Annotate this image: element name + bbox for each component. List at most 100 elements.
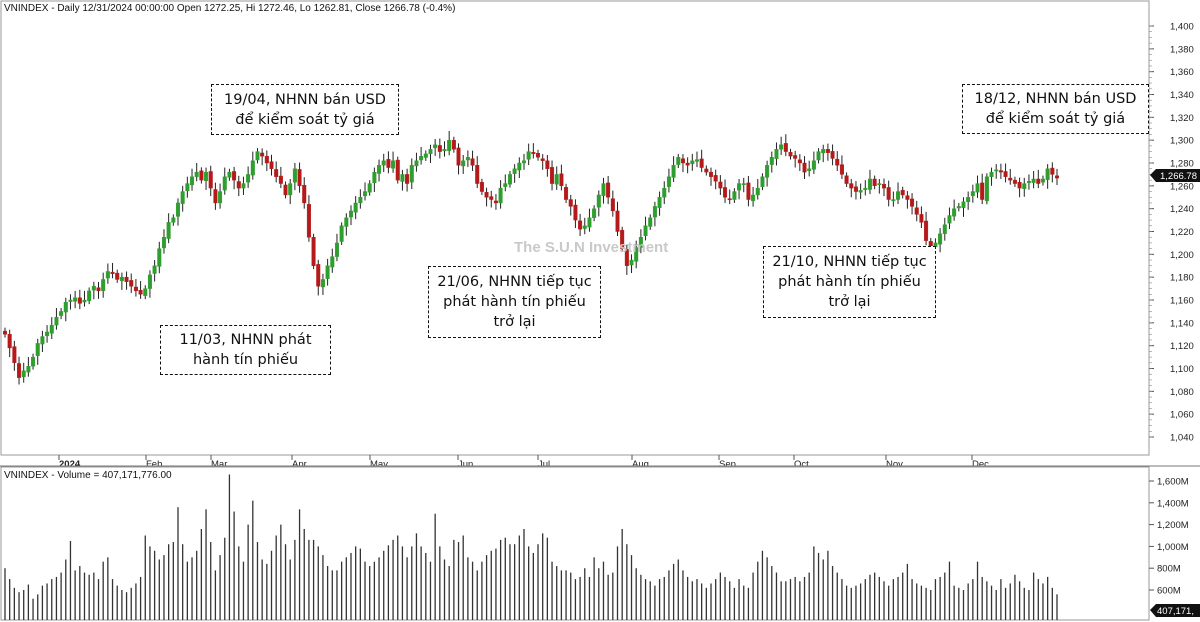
candle-body: [568, 199, 573, 207]
candle-body: [629, 259, 634, 266]
candle-body: [377, 165, 382, 174]
candle-body: [783, 143, 788, 152]
candle-body: [545, 160, 550, 169]
candles-group: [3, 131, 1059, 385]
candle-body: [994, 169, 999, 172]
price-tick-label: 1,220: [1170, 227, 1194, 238]
candle-body: [975, 183, 980, 193]
price-tick-label: 1,080: [1170, 387, 1194, 398]
candle-body: [194, 171, 199, 177]
candle-body: [713, 175, 718, 182]
candle-body: [550, 167, 555, 184]
price-tick-label: 1,180: [1170, 273, 1194, 284]
candle-body: [578, 220, 583, 230]
candle-body: [961, 201, 966, 208]
candle-body: [334, 242, 339, 257]
candle-body: [694, 159, 699, 162]
candle-body: [157, 248, 162, 267]
price-tick-label: 1,280: [1170, 159, 1194, 170]
candle-body: [769, 157, 774, 165]
candle-body: [297, 169, 302, 187]
candle-body: [26, 366, 31, 373]
candle-body: [877, 183, 882, 185]
candle-body: [746, 182, 751, 200]
candle-body: [274, 169, 279, 177]
candle-body: [807, 168, 812, 171]
candle-body: [517, 162, 522, 171]
price-tick-label: 1,300: [1170, 136, 1194, 147]
candle-body: [867, 178, 872, 190]
candle-body: [419, 155, 424, 161]
volume-axis: 600M 800M 1,000M 1,200M 1,400M 1,600M: [1149, 477, 1189, 597]
last-volume-badge: 407,171,: [1150, 604, 1200, 617]
time-tick-label: Dec: [972, 459, 989, 470]
time-tick-label: Oct: [794, 459, 809, 470]
volume-tick-label: 1,400M: [1157, 498, 1189, 509]
candle-body: [924, 220, 929, 241]
candle-body: [596, 194, 601, 208]
candle-body: [648, 217, 653, 227]
candle-body: [751, 194, 756, 202]
candle-body: [152, 265, 157, 274]
candle-body: [73, 297, 78, 302]
price-tick-label: 1,040: [1170, 433, 1194, 444]
candle-body: [339, 225, 344, 242]
candle-body: [320, 279, 325, 288]
candle-body: [166, 222, 171, 239]
candle-body: [1031, 178, 1036, 183]
price-tick-label: 1,340: [1170, 90, 1194, 101]
time-tick-label: Jun: [458, 459, 473, 470]
price-tick-label: 1,200: [1170, 250, 1194, 261]
candle-body: [227, 171, 232, 178]
candle-body: [723, 187, 728, 198]
candle-body: [942, 224, 947, 234]
volume-tick-label: 1,600M: [1157, 477, 1189, 488]
candle-body: [657, 197, 662, 208]
candle-body: [391, 160, 396, 169]
candle-body: [952, 208, 957, 217]
candle-body: [7, 334, 12, 349]
price-tick-label: 1,100: [1170, 364, 1194, 375]
time-tick-label: Feb: [146, 459, 162, 470]
candle-body: [484, 192, 489, 198]
candle-body: [45, 331, 50, 337]
candle-body: [727, 198, 732, 201]
price-tick-label: 1,140: [1170, 318, 1194, 329]
candle-body: [3, 330, 7, 335]
candle-body: [526, 151, 531, 160]
candle-body: [507, 174, 512, 185]
candle-body: [956, 206, 961, 209]
watermark: The S.U.N Investment: [514, 239, 669, 256]
candle-body: [35, 343, 40, 356]
candle-body: [512, 168, 517, 174]
candle-body: [737, 183, 742, 191]
candle-body: [634, 247, 639, 262]
candle-body: [802, 162, 807, 173]
candle-body: [863, 187, 868, 190]
candle-body: [891, 199, 896, 202]
candle-body: [204, 171, 209, 182]
candle-body: [853, 186, 858, 192]
annotation-2106: 21/06, NHNN tiếp tục phát hành tín phiếu…: [428, 266, 601, 338]
candle-body: [718, 181, 723, 189]
candle-body: [779, 144, 784, 150]
time-tick-label: Jul: [538, 459, 550, 470]
candle-body: [732, 191, 737, 200]
candle-body: [129, 280, 134, 287]
annotation-1812: 18/12, NHNN bán USD để kiểm soát tỷ giá: [962, 84, 1149, 134]
candle-body: [119, 276, 124, 282]
candle-body: [59, 311, 64, 316]
candle-body: [643, 225, 648, 237]
candle-body: [236, 181, 241, 189]
candle-body: [363, 191, 368, 197]
candle-body: [821, 149, 826, 154]
price-tick-label: 1,320: [1170, 113, 1194, 124]
candle-body: [573, 204, 578, 221]
candle-body: [489, 196, 494, 200]
candle-body: [311, 237, 316, 266]
candle-body: [521, 160, 526, 164]
annotation-1103: 11/03, NHNN phát hành tín phiếu: [160, 325, 331, 375]
candle-body: [395, 159, 400, 181]
candle-body: [601, 183, 606, 196]
